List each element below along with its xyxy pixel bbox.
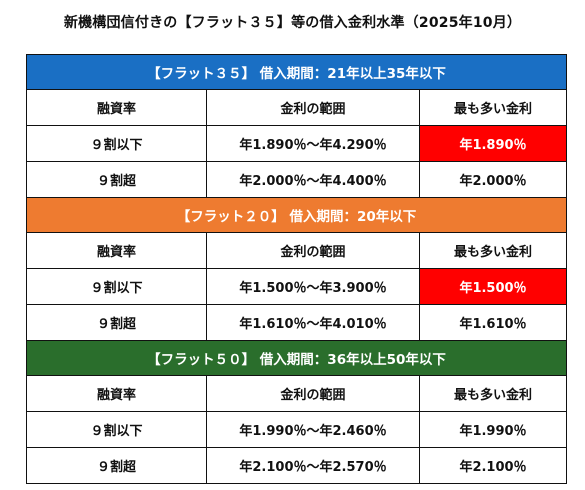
ratio-cell: ９割以下	[26, 268, 207, 305]
column-header-most-common: 最も多い金利	[418, 375, 568, 412]
ratio-cell: ９割超	[26, 447, 207, 484]
range-cell: 年1.610％～年4.010％	[206, 304, 420, 341]
column-header-row: 融資率 金利の範囲 最も多い金利	[26, 375, 568, 412]
column-header-range: 金利の範囲	[206, 232, 420, 269]
table-row: ９割超 年1.610％～年4.010％ 年1.610％	[26, 304, 568, 341]
column-header-ratio: 融資率	[26, 232, 207, 269]
range-cell: 年2.000％～年4.400％	[206, 161, 420, 198]
column-header-most-common: 最も多い金利	[418, 232, 568, 269]
column-header-range: 金利の範囲	[206, 375, 420, 412]
most-common-rate-cell: 年2.100％	[418, 447, 568, 484]
section-title-flat35: 【フラット３５】 借入期間：21年以上35年以下	[25, 54, 568, 90]
section-header-flat50: 【フラット５０】 借入期間：36年以上50年以下	[25, 340, 568, 376]
ratio-cell: ９割以下	[26, 411, 207, 448]
table-row: ９割以下 年1.990％～年2.460％ 年1.990％	[26, 411, 568, 448]
range-cell: 年1.890％～年4.290％	[206, 125, 420, 162]
most-common-rate-cell-highlighted: 年1.500％	[418, 268, 568, 305]
column-header-most-common: 最も多い金利	[418, 89, 568, 126]
table-row: ９割以下 年1.500％～年3.900％ 年1.500％	[26, 268, 568, 305]
range-cell: 年1.990％～年2.460％	[206, 411, 420, 448]
range-cell: 年2.100％～年2.570％	[206, 447, 420, 484]
column-header-row: 融資率 金利の範囲 最も多い金利	[26, 232, 568, 269]
interest-rate-table: 【フラット３５】 借入期間：21年以上35年以下 融資率 金利の範囲 最も多い金…	[25, 54, 568, 484]
table-row: ９割超 年2.000％～年4.400％ 年2.000％	[26, 161, 568, 198]
range-cell: 年1.500％～年3.900％	[206, 268, 420, 305]
ratio-cell: ９割超	[26, 161, 207, 198]
section-header-flat20: 【フラット２０】 借入期間：20年以下	[25, 197, 568, 233]
page-title: 新機構団信付きの【フラット３５】等の借入金利水準（2025年10月）	[63, 15, 522, 31]
column-header-ratio: 融資率	[26, 89, 207, 126]
most-common-rate-cell: 年2.000％	[418, 161, 568, 198]
section-title-flat20: 【フラット２０】 借入期間：20年以下	[25, 197, 568, 233]
ratio-cell: ９割超	[26, 304, 207, 341]
table-row: ９割以下 年1.890％～年4.290％ 年1.890％	[26, 125, 568, 162]
section-header-flat35: 【フラット３５】 借入期間：21年以上35年以下	[25, 54, 568, 90]
column-header-range: 金利の範囲	[206, 89, 420, 126]
section-title-flat50: 【フラット５０】 借入期間：36年以上50年以下	[25, 340, 568, 376]
ratio-cell: ９割以下	[26, 125, 207, 162]
most-common-rate-cell: 年1.990％	[418, 411, 568, 448]
most-common-rate-cell-highlighted: 年1.890％	[418, 125, 568, 162]
column-header-row: 融資率 金利の範囲 最も多い金利	[26, 89, 568, 126]
table-row: ９割超 年2.100％～年2.570％ 年2.100％	[26, 447, 568, 484]
column-header-ratio: 融資率	[26, 375, 207, 412]
most-common-rate-cell: 年1.610％	[418, 304, 568, 341]
